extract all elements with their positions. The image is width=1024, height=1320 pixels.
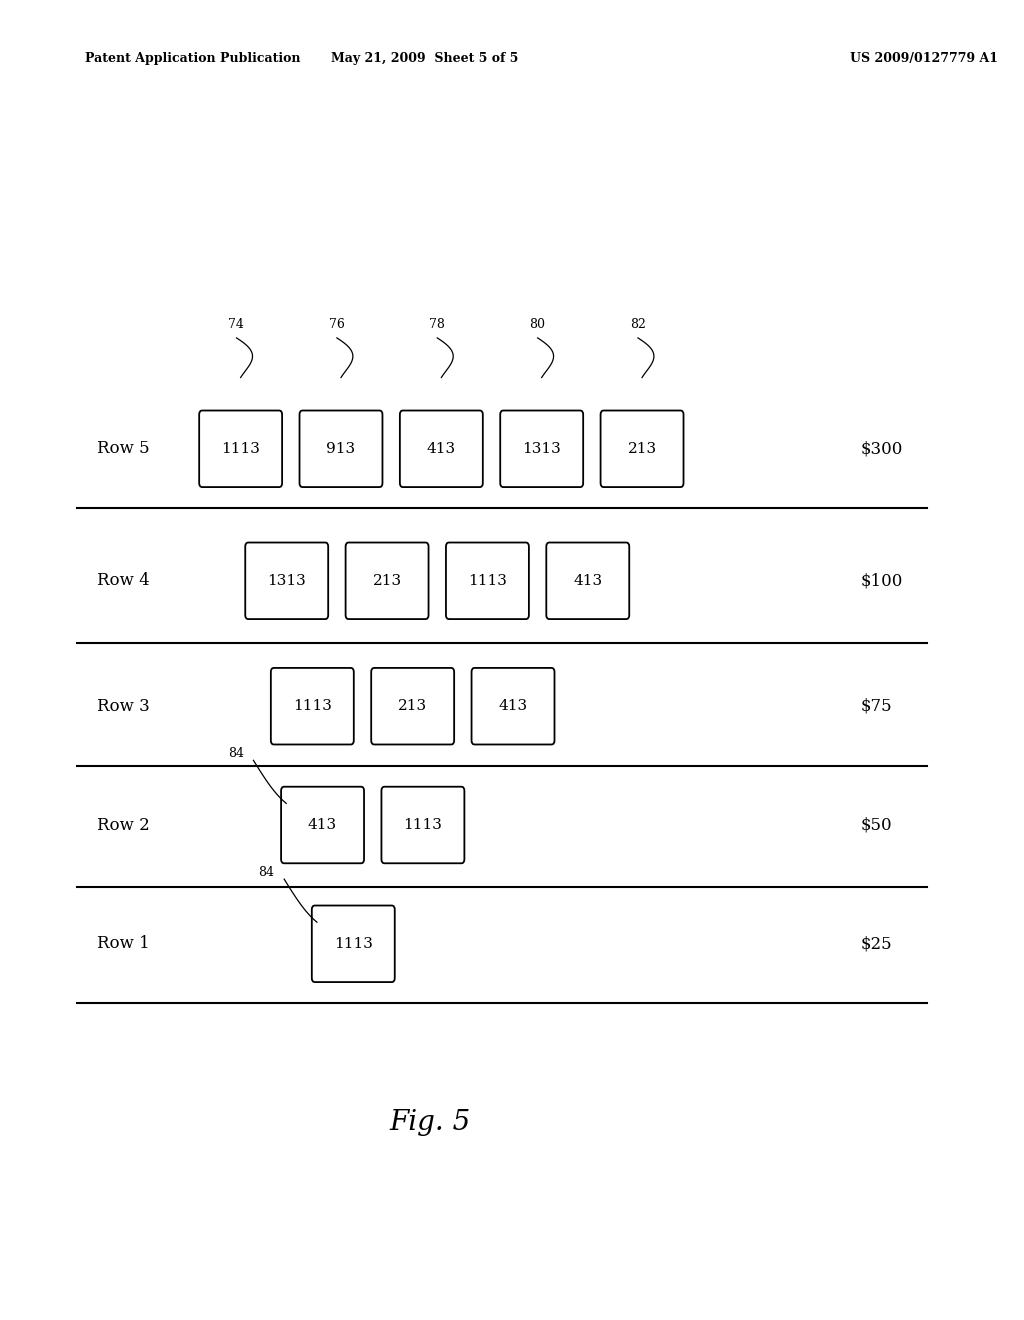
Text: 413: 413 — [308, 818, 337, 832]
Text: 84: 84 — [228, 747, 244, 760]
Text: 80: 80 — [529, 318, 546, 331]
FancyBboxPatch shape — [346, 543, 429, 619]
Text: 213: 213 — [628, 442, 656, 455]
Text: Row 4: Row 4 — [97, 573, 151, 589]
Text: 74: 74 — [228, 318, 245, 331]
Text: Row 5: Row 5 — [97, 441, 150, 457]
Text: 1113: 1113 — [334, 937, 373, 950]
FancyBboxPatch shape — [246, 543, 328, 619]
FancyBboxPatch shape — [299, 411, 383, 487]
Text: Fig. 5: Fig. 5 — [389, 1109, 471, 1135]
FancyBboxPatch shape — [547, 543, 629, 619]
Text: 1313: 1313 — [522, 442, 561, 455]
FancyBboxPatch shape — [471, 668, 555, 744]
Text: 1113: 1113 — [468, 574, 507, 587]
Text: 76: 76 — [329, 318, 345, 331]
Text: $75: $75 — [860, 698, 892, 714]
FancyBboxPatch shape — [399, 411, 483, 487]
FancyBboxPatch shape — [372, 668, 455, 744]
Text: 1113: 1113 — [293, 700, 332, 713]
FancyBboxPatch shape — [281, 787, 365, 863]
Text: 213: 213 — [373, 574, 401, 587]
Text: 1113: 1113 — [403, 818, 442, 832]
Text: Row 3: Row 3 — [97, 698, 151, 714]
Text: Row 1: Row 1 — [97, 936, 151, 952]
Text: 1313: 1313 — [267, 574, 306, 587]
Text: Patent Application Publication: Patent Application Publication — [85, 51, 300, 65]
Text: 213: 213 — [398, 700, 427, 713]
Text: 82: 82 — [630, 318, 646, 331]
FancyBboxPatch shape — [501, 411, 584, 487]
Text: 413: 413 — [499, 700, 527, 713]
FancyBboxPatch shape — [270, 668, 354, 744]
Text: $100: $100 — [860, 573, 902, 589]
Text: $300: $300 — [860, 441, 902, 457]
Text: US 2009/0127779 A1: US 2009/0127779 A1 — [850, 51, 998, 65]
Text: 913: 913 — [327, 442, 355, 455]
Text: 413: 413 — [427, 442, 456, 455]
FancyBboxPatch shape — [311, 906, 395, 982]
Text: 413: 413 — [573, 574, 602, 587]
FancyBboxPatch shape — [600, 411, 684, 487]
Text: 84: 84 — [258, 866, 274, 879]
Text: Row 2: Row 2 — [97, 817, 151, 833]
FancyBboxPatch shape — [446, 543, 529, 619]
FancyBboxPatch shape — [199, 411, 282, 487]
Text: 78: 78 — [429, 318, 445, 331]
Text: $25: $25 — [860, 936, 892, 952]
Text: May 21, 2009  Sheet 5 of 5: May 21, 2009 Sheet 5 of 5 — [332, 51, 518, 65]
Text: 1113: 1113 — [221, 442, 260, 455]
FancyBboxPatch shape — [382, 787, 465, 863]
Text: $50: $50 — [860, 817, 892, 833]
